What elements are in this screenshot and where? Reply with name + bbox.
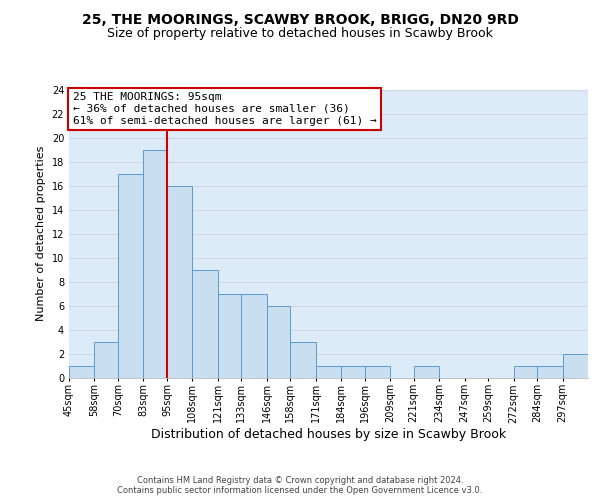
Text: Contains HM Land Registry data © Crown copyright and database right 2024.: Contains HM Land Registry data © Crown c… — [137, 476, 463, 485]
Bar — [193, 270, 218, 378]
Text: 25, THE MOORINGS, SCAWBY BROOK, BRIGG, DN20 9RD: 25, THE MOORINGS, SCAWBY BROOK, BRIGG, D… — [82, 12, 518, 26]
Bar — [537, 366, 563, 378]
Bar — [218, 294, 241, 378]
Bar — [143, 150, 167, 378]
Bar — [413, 366, 439, 378]
Bar — [69, 366, 94, 378]
Bar — [563, 354, 588, 378]
Text: Contains public sector information licensed under the Open Government Licence v3: Contains public sector information licen… — [118, 486, 482, 495]
X-axis label: Distribution of detached houses by size in Scawby Brook: Distribution of detached houses by size … — [151, 428, 506, 441]
Bar — [341, 366, 365, 378]
Bar — [316, 366, 341, 378]
Bar — [267, 306, 290, 378]
Bar — [290, 342, 316, 378]
Text: 25 THE MOORINGS: 95sqm
← 36% of detached houses are smaller (36)
61% of semi-det: 25 THE MOORINGS: 95sqm ← 36% of detached… — [73, 92, 377, 126]
Bar — [167, 186, 193, 378]
Bar — [118, 174, 143, 378]
Text: Size of property relative to detached houses in Scawby Brook: Size of property relative to detached ho… — [107, 28, 493, 40]
Bar — [514, 366, 537, 378]
Bar — [94, 342, 118, 378]
Bar — [241, 294, 267, 378]
Bar — [365, 366, 390, 378]
Y-axis label: Number of detached properties: Number of detached properties — [36, 146, 46, 322]
